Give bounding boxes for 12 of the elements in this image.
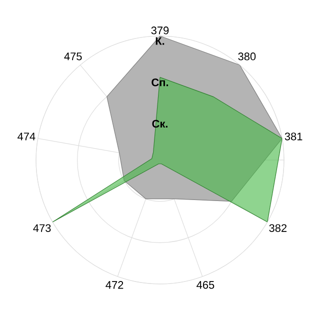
spoke-label: 472 <box>106 281 124 289</box>
spoke-label: 465 <box>196 281 214 289</box>
spoke-label: 473 <box>33 224 51 232</box>
spoke-label: 379 <box>151 26 169 34</box>
y-tick-label: Ск. <box>152 120 168 128</box>
spoke-label: 381 <box>284 132 302 140</box>
spoke-label: 382 <box>269 224 287 232</box>
y-tick-label: Сп. <box>152 78 168 86</box>
y-tick-label: К. <box>156 37 164 45</box>
spoke-label: 474 <box>18 132 36 140</box>
spoke-label: 475 <box>64 52 82 60</box>
spoke-label: 380 <box>238 52 256 60</box>
